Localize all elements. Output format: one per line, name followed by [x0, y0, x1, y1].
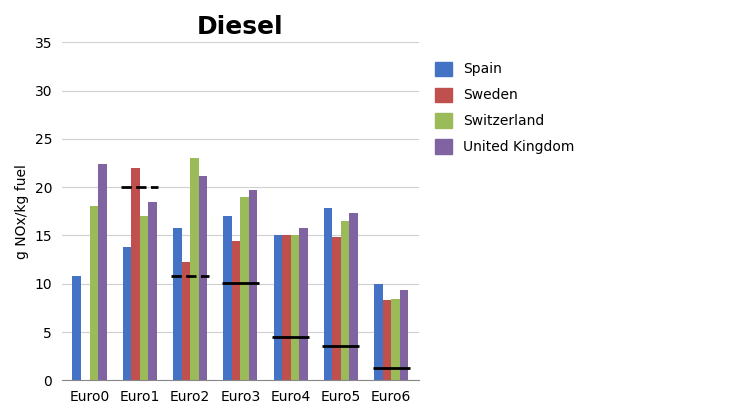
Bar: [198, 176, 207, 380]
Bar: [190, 158, 198, 380]
Bar: [383, 300, 391, 380]
Bar: [181, 262, 190, 380]
Bar: [240, 197, 249, 380]
Bar: [90, 207, 98, 380]
Bar: [299, 228, 307, 380]
Bar: [148, 202, 157, 380]
Bar: [291, 235, 299, 380]
Bar: [123, 247, 131, 380]
Y-axis label: g NOx/kg fuel: g NOx/kg fuel: [15, 164, 29, 259]
Title: Diesel: Diesel: [197, 15, 283, 39]
Legend: Spain, Sweden, Switzerland, United Kingdom: Spain, Sweden, Switzerland, United Kingd…: [430, 56, 580, 160]
Bar: [140, 216, 148, 380]
Bar: [72, 276, 81, 380]
Bar: [232, 241, 240, 380]
Bar: [333, 238, 341, 380]
Bar: [324, 208, 333, 380]
Bar: [274, 235, 282, 380]
Bar: [98, 164, 107, 380]
Bar: [374, 284, 383, 380]
Bar: [400, 290, 408, 380]
Bar: [282, 235, 291, 380]
Bar: [249, 190, 257, 380]
Bar: [341, 221, 349, 380]
Bar: [173, 228, 181, 380]
Bar: [131, 168, 140, 380]
Bar: [223, 216, 232, 380]
Bar: [349, 213, 358, 380]
Bar: [391, 299, 400, 380]
